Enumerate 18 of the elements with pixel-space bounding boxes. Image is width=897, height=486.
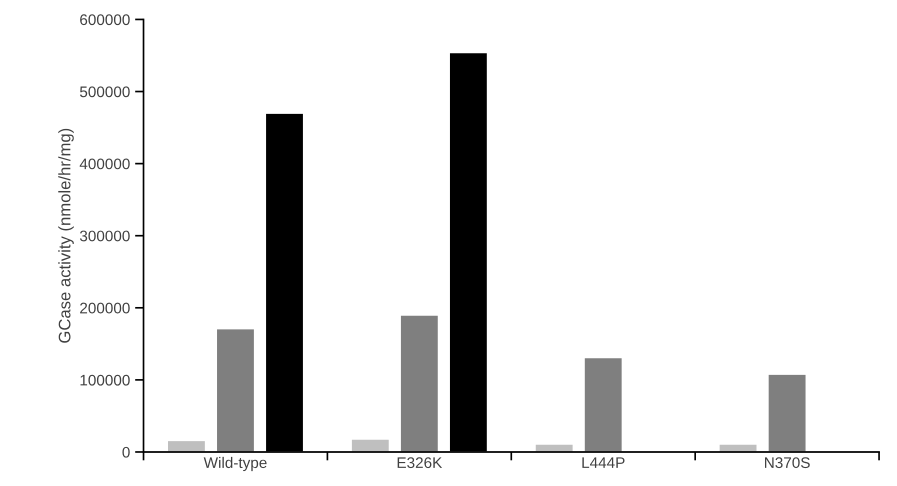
y-tick-label: 600000 (80, 14, 130, 26)
bar (166, 440, 206, 452)
y-tick-label: 100000 (80, 374, 130, 386)
x-tick-label: N370S (765, 457, 810, 468)
y-tick-label: 400000 (80, 158, 130, 170)
bar (583, 356, 624, 452)
y-tick-label: 500000 (80, 86, 130, 98)
x-tick-label: E326K (398, 457, 442, 468)
x-tick-label: Wild-type (204, 456, 267, 472)
bar (216, 328, 256, 452)
y-tick-label: 200000 (80, 302, 130, 314)
y-tick-label: 0 (122, 446, 130, 458)
y-axis-title: GCase activity (nmole/hr/mg) (58, 128, 74, 343)
bar (350, 438, 390, 452)
x-tick-label: L444P (582, 457, 625, 468)
bar (767, 373, 807, 452)
y-tick-label: 300000 (80, 230, 130, 242)
bar (400, 314, 440, 452)
